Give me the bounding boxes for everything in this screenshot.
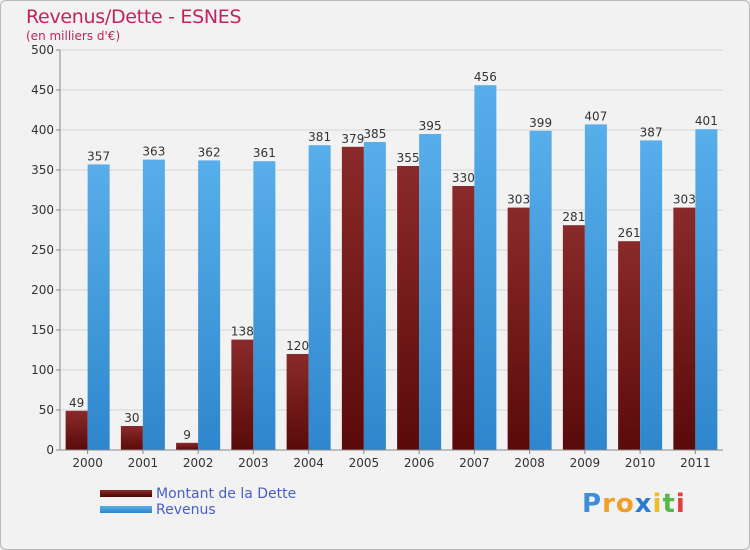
x-tick-label: 2000 [72,456,103,470]
logo-letter: P [582,489,603,519]
bar-dette-2001 [120,426,143,450]
x-tick-label: 2011 [680,456,711,470]
bars [65,85,718,451]
x-tick-label: 2005 [349,456,380,470]
data-label-dette-2007: 330 [452,171,475,185]
y-tick-label: 100 [31,363,54,377]
bar-revenus-2001 [142,159,165,450]
y-tick-label: 250 [31,243,54,257]
y-tick-label: 200 [31,283,54,297]
bar-revenus-2009 [584,124,607,451]
bar-dette-2003 [231,339,254,450]
data-label-dette-2001: 30 [124,411,139,425]
bar-revenus-2000 [87,164,110,450]
x-tick-label: 2010 [625,456,656,470]
data-labels: 49 357 30 363 9 362 138 361 120 381 379 385 355 395 33… [69,70,718,442]
bar-revenus-2010 [640,140,663,450]
data-label-dette-2006: 355 [397,151,420,165]
legend-label-dette: Montant de la Dette [156,486,297,502]
x-tick-label: 2003 [238,456,269,470]
bar-dette-2010 [618,241,641,450]
data-label-dette-2010: 261 [618,226,641,240]
data-label-revenus-2008: 399 [529,116,552,130]
y-tick-label: 450 [31,83,54,97]
y-tick-label: 350 [31,163,54,177]
bar-revenus-2011 [695,129,718,450]
x-tick-label: 2008 [514,456,545,470]
bar-revenus-2007 [474,85,497,450]
data-label-revenus-2007: 456 [474,70,497,84]
data-label-revenus-2011: 401 [695,114,718,128]
data-label-dette-2002: 9 [183,428,191,442]
x-tick-label: 2006 [404,456,435,470]
bar-revenus-2006 [419,134,442,450]
y-tick-label: 0 [46,443,54,457]
data-label-dette-2004: 120 [286,339,309,353]
bar-dette-2004 [286,354,309,450]
data-label-revenus-2003: 361 [253,146,276,160]
bar-dette-2008 [507,207,530,450]
bar-dette-2006 [397,166,420,450]
logo-letter: t [662,489,676,519]
proxiti-logo: Proxiti [582,489,686,519]
data-label-revenus-2005: 385 [363,127,386,141]
bar-revenus-2005 [363,142,386,450]
data-label-dette-2009: 281 [562,210,585,224]
y-tick-label: 300 [31,203,54,217]
bar-dette-2009 [562,225,585,450]
logo-letter: x [634,489,653,519]
data-label-dette-2011: 303 [673,193,696,207]
y-tick-label: 150 [31,323,54,337]
data-label-dette-2003: 138 [231,325,254,339]
bar-dette-2007 [452,186,475,450]
bar-revenus-2004 [308,145,331,450]
data-label-dette-2005: 379 [341,132,364,146]
logo-letter: o [615,489,635,519]
bar-revenus-2003 [253,161,276,450]
x-tick-label: 2001 [128,456,159,470]
bar-revenus-2008 [529,130,552,451]
y-axis-ticks: 0 50 100 150 200 250 300 350 400 450 500 [31,43,60,457]
logo-letter: r [602,489,616,519]
data-label-revenus-2006: 395 [419,119,442,133]
y-tick-label: 500 [31,43,54,57]
gridlines [60,49,723,451]
legend-label-revenus: Revenus [156,502,216,518]
bar-dette-2011 [673,207,696,450]
logo-letter: i [675,489,686,519]
data-label-revenus-2000: 357 [87,149,110,163]
data-label-revenus-2009: 407 [584,109,607,123]
data-label-dette-2008: 303 [507,193,530,207]
x-axis-ticks: 2000 2001 2002 2003 2004 2005 2006 2007 2008 2009… [72,450,711,470]
x-tick-label: 2009 [570,456,601,470]
x-tick-label: 2007 [459,456,490,470]
x-tick-label: 2004 [293,456,324,470]
bar-dette-2002 [176,442,199,450]
data-label-dette-2000: 49 [69,396,84,410]
legend-swatch-dette [100,490,152,497]
data-label-revenus-2004: 381 [308,130,331,144]
axes [59,50,723,451]
logo-letter: i [652,489,663,519]
data-label-revenus-2002: 362 [198,145,221,159]
y-tick-label: 400 [31,123,54,137]
chart-subtitle: (en milliers d'€) [26,29,121,43]
bar-revenus-2002 [198,160,221,450]
data-label-revenus-2010: 387 [640,125,663,139]
chart-title: Revenus/Dette - ESNES [26,6,242,28]
x-tick-label: 2002 [183,456,214,470]
data-label-revenus-2001: 363 [142,145,165,159]
y-tick-label: 50 [39,403,54,417]
bar-dette-2000 [65,410,88,450]
bar-dette-2005 [341,146,364,451]
legend-swatch-revenus [100,506,152,513]
